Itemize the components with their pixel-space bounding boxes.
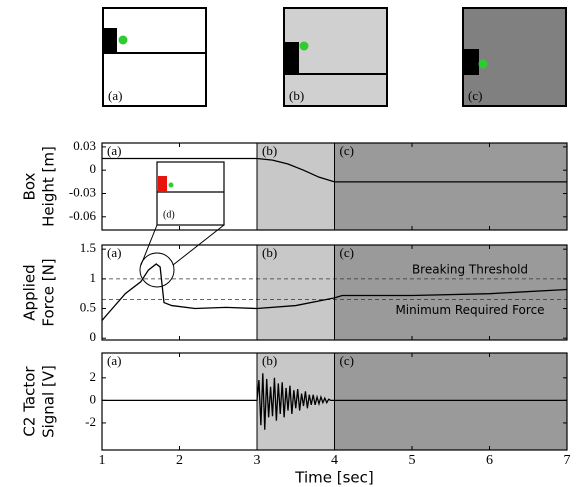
region [257, 245, 335, 340]
x-tick-label: 3 [254, 453, 261, 468]
region [334, 143, 567, 230]
threshold-label: Minimum Required Force [395, 303, 544, 317]
illustration-label: (a) [108, 88, 122, 103]
x-tick-label: 7 [564, 453, 571, 468]
y-tick-label: -0.06 [69, 208, 97, 223]
y-tick-label: 0.5 [80, 300, 96, 315]
y-tick-label: -2 [85, 414, 96, 429]
y-axis-label: Applied [21, 264, 39, 320]
x-tick-label: 2 [176, 453, 183, 468]
y-tick-label: -0.03 [69, 184, 96, 199]
x-tick-label: 1 [99, 453, 106, 468]
region-label: (a) [107, 245, 121, 260]
region-label: (c) [340, 245, 354, 260]
region [257, 143, 335, 230]
region-label: (b) [262, 245, 277, 260]
region-label: (b) [262, 353, 277, 368]
data-line [102, 157, 567, 183]
threshold-label: Breaking Threshold [412, 262, 528, 276]
x-tick-label: 5 [409, 453, 416, 468]
y-tick-label: 2 [90, 369, 97, 384]
region-label: (b) [262, 143, 277, 158]
region [334, 353, 567, 450]
illustration-c: (c) [462, 7, 567, 107]
x-tick-label: 4 [331, 453, 338, 468]
plots: (a) (b) (c) 0.03 0 -0.03 -0.06 Box Height [m] (a)… [21, 138, 571, 487]
y-tick-label: 1 [90, 270, 97, 285]
y-axis-label: Signal [V] [40, 365, 58, 438]
region [102, 353, 257, 450]
y-tick-label: 0 [90, 161, 97, 176]
illustration-a: (a) [102, 7, 207, 107]
y-axis-label: Box [21, 172, 39, 200]
region [334, 245, 567, 340]
region [102, 245, 257, 340]
region-label: (c) [340, 353, 354, 368]
data-line [101, 263, 568, 321]
y-axis-label: C2 Tactor [21, 366, 39, 437]
y-axis-label: Force [N] [40, 258, 58, 326]
region-label: (c) [340, 143, 354, 158]
illustration-label: (b) [289, 88, 304, 103]
y-axis-label: Height [m] [40, 146, 58, 227]
inset-overlay: (d) [139, 161, 225, 288]
plot-frame [101, 244, 568, 341]
y-tick-label: 0.03 [73, 138, 96, 153]
y-tick-label: 0 [90, 329, 97, 344]
illustration-b: (b) [283, 7, 388, 107]
x-tick-label: 6 [486, 453, 493, 468]
plot-frame [101, 352, 568, 451]
data-line [102, 373, 567, 430]
x-axis-label: Time [sec] [294, 469, 373, 487]
inset-label: (d) [163, 209, 175, 220]
plot-frame [101, 142, 568, 231]
region-label: (a) [107, 143, 121, 158]
region-label: (a) [107, 353, 121, 368]
illustration-label: (c) [468, 88, 482, 103]
y-tick-label: 1.5 [80, 240, 96, 255]
y-tick-label: 0 [90, 391, 97, 406]
